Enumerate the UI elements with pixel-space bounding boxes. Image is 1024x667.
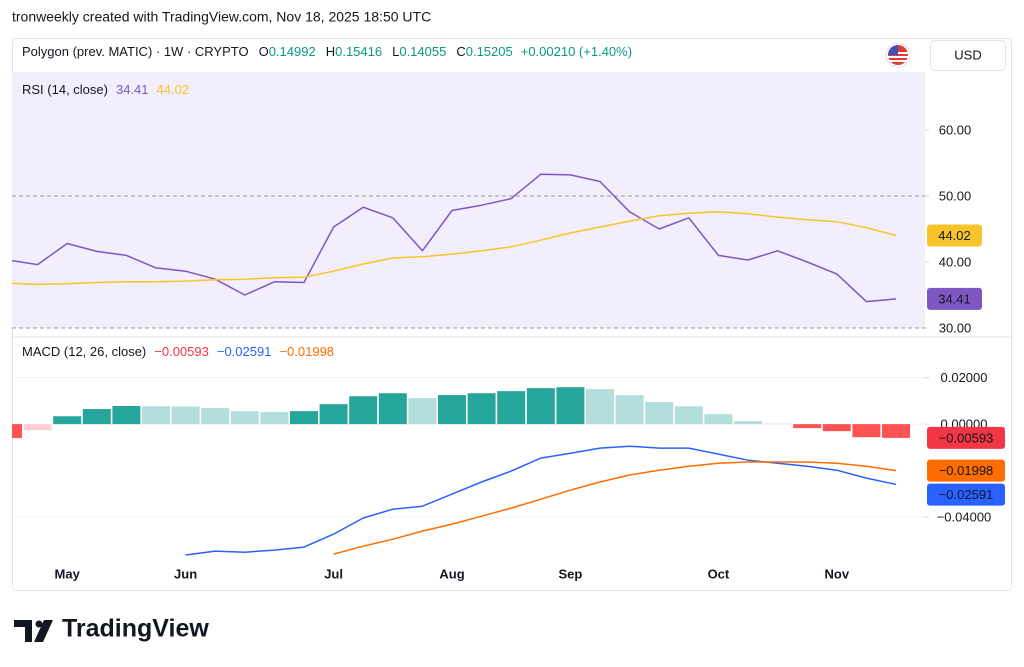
y-tick-label: 0.02000 <box>941 370 988 385</box>
ohlc-key: L <box>392 44 399 59</box>
symbol-name: Polygon (prev. MATIC) · 1W · CRYPTO <box>22 44 249 59</box>
macd-legend: MACD (12, 26, close) −0.00593 −0.02591 −0.0… <box>22 344 334 359</box>
price-badge <box>927 459 1005 482</box>
flag-icon[interactable] <box>885 42 911 68</box>
macd-line <box>333 461 897 555</box>
histogram-bar <box>556 387 585 425</box>
histogram-bar <box>290 411 318 425</box>
change-value: +0.00210 (+1.40%) <box>521 44 632 59</box>
attribution: tronweekly created with TradingView.com,… <box>12 9 431 25</box>
histogram-bar <box>230 411 259 425</box>
y-tick-label: 50.00 <box>939 188 972 203</box>
x-tick-label: May <box>55 566 81 581</box>
histogram-bar <box>734 421 762 425</box>
histogram-bar <box>852 424 881 438</box>
histogram-bar <box>171 406 200 425</box>
symbol-legend: Polygon (prev. MATIC) · 1W · CRYPTO O0.14… <box>22 44 632 59</box>
rsi-line <box>12 173 897 303</box>
currency-button[interactable] <box>930 40 1006 71</box>
footer-logo: TradingView <box>14 615 209 643</box>
histogram-bar <box>23 424 52 431</box>
histogram-bar <box>497 391 526 425</box>
histogram-bar <box>822 424 851 432</box>
price-badge <box>927 483 1005 506</box>
histogram-bar <box>260 412 289 425</box>
rsi-band <box>12 72 925 329</box>
price-badge <box>927 224 982 247</box>
rsi-pane <box>12 72 925 329</box>
histogram-bar <box>408 398 437 425</box>
histogram-bar <box>763 423 792 425</box>
legend-value: −0.01998 <box>279 344 334 359</box>
y-tick-label: 40.00 <box>939 254 972 269</box>
histogram-bar <box>142 406 170 425</box>
price-badge-label: −0.02591 <box>939 487 994 502</box>
histogram-bar <box>467 393 496 425</box>
ohlc-value: 0.14992 <box>269 44 316 59</box>
histogram-bar <box>793 424 822 429</box>
legend-value: 44.02 <box>157 82 190 97</box>
histogram-bar <box>12 424 22 439</box>
histogram-bar <box>704 414 733 425</box>
legend-value: −0.00593 <box>154 344 209 359</box>
x-tick-label: Nov <box>825 566 850 581</box>
ohlc-value: 0.14055 <box>399 44 446 59</box>
x-tick-label: Jun <box>174 566 197 581</box>
x-tick-label: Oct <box>708 566 730 581</box>
histogram-bar <box>645 402 674 425</box>
y-tick-label: −0.04000 <box>937 510 992 525</box>
histogram-bar <box>53 416 82 425</box>
histogram-bar <box>674 406 703 425</box>
legend-title: RSI (14, close) <box>22 82 108 97</box>
ohlc-key: C <box>456 44 465 59</box>
histogram-bar <box>82 409 111 425</box>
price-badge-label: −0.00593 <box>939 430 994 445</box>
histogram-bar <box>201 408 230 425</box>
rsi-legend: RSI (14, close) 34.41 44.02 <box>22 82 189 97</box>
histogram-bar <box>615 395 644 425</box>
price-badge <box>927 426 1005 449</box>
histogram-bar <box>378 393 407 425</box>
histogram-bar <box>319 404 348 425</box>
x-tick-label: Jul <box>324 566 343 581</box>
ohlc-value: 0.15205 <box>466 44 513 59</box>
price-badge-label: 44.02 <box>938 228 971 243</box>
price-badge-label: −0.01998 <box>939 463 994 478</box>
y-tick-label: 30.00 <box>939 320 972 335</box>
x-tick-label: Sep <box>558 566 582 581</box>
price-badge-label: 34.41 <box>938 291 971 306</box>
legend-title: MACD (12, 26, close) <box>22 344 146 359</box>
rsi-line <box>12 211 897 286</box>
y-tick-label: 60.00 <box>939 122 972 137</box>
legend-value: 34.41 <box>116 82 149 97</box>
ohlc-key: H <box>326 44 335 59</box>
ohlc-value: 0.15416 <box>335 44 382 59</box>
ohlc-key: O <box>259 44 269 59</box>
histogram-bar <box>586 389 614 425</box>
histogram-bar <box>438 395 466 425</box>
histogram-bar <box>112 406 141 425</box>
histogram-bar <box>882 424 910 438</box>
legend-value: −0.02591 <box>217 344 272 359</box>
macd-line <box>185 445 897 556</box>
histogram-bar <box>349 396 378 425</box>
histogram-bar <box>526 388 555 425</box>
currency-label[interactable]: USD <box>954 47 981 62</box>
x-tick-label: Aug <box>439 566 464 581</box>
price-badge <box>927 287 982 310</box>
footer-logo-text: TradingView <box>62 615 209 643</box>
macd-pane <box>12 377 925 556</box>
